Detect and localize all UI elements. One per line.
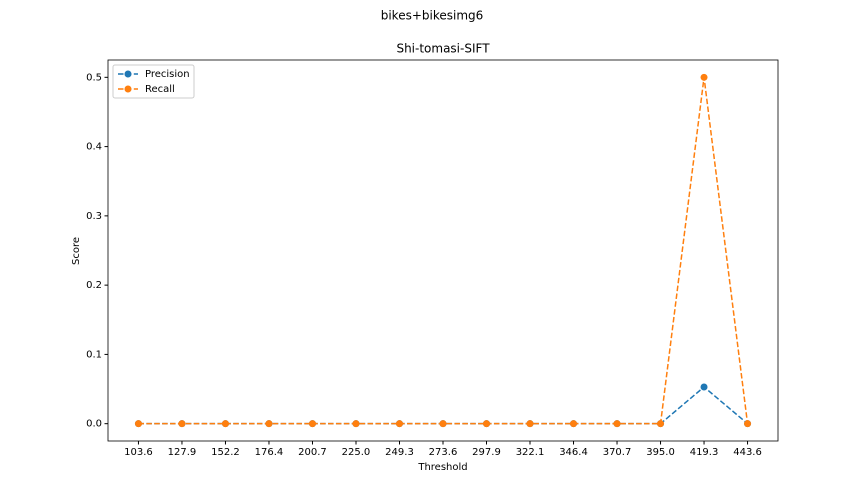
x-tick-label: 419.3 [690, 447, 719, 458]
point [613, 420, 621, 428]
y-tick-label: 0.5 [86, 72, 102, 83]
series-line [138, 385, 749, 425]
x-tick-label: 322.1 [516, 447, 545, 458]
x-tick-label: 103.6 [124, 447, 153, 458]
plot-frame [107, 59, 779, 442]
x-tick-label: 370.7 [603, 447, 632, 458]
y-axis-label: Score [71, 237, 82, 265]
x-tick-label: 127.9 [168, 447, 197, 458]
point [308, 420, 316, 428]
x-tick-label: 273.6 [429, 447, 458, 458]
point [744, 420, 752, 428]
legend-marker [124, 85, 132, 93]
point [395, 420, 403, 428]
suptitle: bikes+bikesimg6 [381, 9, 484, 23]
x-tick-label: 249.3 [385, 447, 414, 458]
point [526, 420, 534, 428]
y-tick-label: 0.3 [86, 211, 102, 222]
point [134, 420, 142, 428]
series-line [138, 77, 749, 425]
x-tick-label: 152.2 [211, 447, 240, 458]
point [439, 420, 447, 428]
x-tick-label: 225.0 [342, 447, 371, 458]
point [352, 420, 360, 428]
point [265, 420, 273, 428]
x-tick-label: 176.4 [255, 447, 284, 458]
point [483, 420, 491, 428]
y-tick-label: 0.4 [86, 142, 102, 153]
x-tick-label: 346.4 [559, 447, 588, 458]
point [570, 420, 578, 428]
y-tick-label: 0.1 [86, 349, 102, 360]
point [221, 420, 229, 428]
x-tick-label: 200.7 [298, 447, 327, 458]
legend-label: Precision [145, 69, 190, 80]
x-tick-label: 443.6 [733, 447, 762, 458]
point [178, 420, 186, 428]
point [700, 73, 708, 81]
y-tick-label: 0.2 [86, 280, 102, 291]
y-tick-label: 0.0 [86, 419, 102, 430]
legend-label: Recall [145, 84, 175, 95]
x-axis-label: Threshold [417, 462, 467, 473]
point [700, 383, 708, 391]
legend-box [112, 64, 195, 99]
point [657, 420, 665, 428]
legend-marker [124, 70, 132, 78]
chart-title: Shi-tomasi-SIFT [396, 42, 490, 56]
x-tick-label: 297.9 [472, 447, 501, 458]
x-tick-label: 395.0 [646, 447, 675, 458]
